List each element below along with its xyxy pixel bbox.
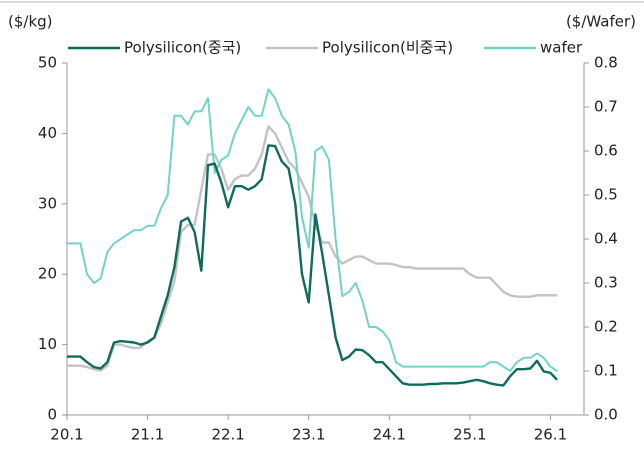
y2-tick-label: 0.7 bbox=[594, 98, 618, 116]
y-tick-label: 40 bbox=[38, 124, 57, 142]
y2-tick-label: 0.0 bbox=[594, 406, 618, 424]
y-tick-label: 0 bbox=[47, 406, 57, 424]
y-tick-label: 50 bbox=[38, 54, 57, 72]
legend-label: Polysilicon(중국) bbox=[124, 39, 241, 57]
y2-tick-label: 0.5 bbox=[594, 186, 618, 204]
y2-tick-label: 0.3 bbox=[594, 274, 618, 292]
y2-tick-label: 0.1 bbox=[594, 362, 618, 380]
y-tick-label: 10 bbox=[38, 335, 57, 353]
y-axis-title: ($/kg) bbox=[8, 13, 53, 31]
legend-label: wafer bbox=[540, 39, 583, 57]
series-line bbox=[67, 144, 558, 387]
y2-tick-label: 0.2 bbox=[594, 318, 618, 336]
y-tick-label: 20 bbox=[38, 265, 57, 283]
y-tick-label: 30 bbox=[38, 194, 57, 212]
y2-tick-label: 0.8 bbox=[594, 54, 618, 72]
x-tick-label: 24.1 bbox=[373, 426, 406, 444]
x-tick-label: 21.1 bbox=[131, 426, 164, 444]
y2-axis-title: ($/Wafer) bbox=[566, 13, 636, 31]
legend-label: Polysilicon(비중국) bbox=[322, 39, 453, 57]
x-tick-label: 23.1 bbox=[292, 426, 325, 444]
y2-tick-label: 0.6 bbox=[594, 142, 618, 160]
y2-tick-label: 0.4 bbox=[594, 230, 618, 248]
series-line bbox=[67, 88, 558, 372]
x-tick-label: 25.1 bbox=[453, 426, 486, 444]
x-tick-label: 22.1 bbox=[211, 426, 244, 444]
x-tick-label: 26.1 bbox=[534, 426, 567, 444]
x-tick-label: 20.1 bbox=[50, 426, 83, 444]
